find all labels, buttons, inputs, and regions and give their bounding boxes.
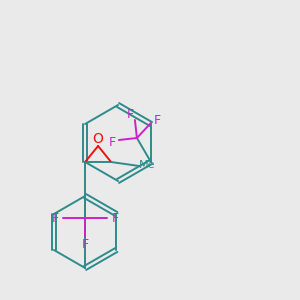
Text: F: F [108, 136, 116, 148]
Text: F: F [153, 115, 161, 128]
Text: F: F [112, 212, 119, 224]
Text: F: F [82, 238, 89, 250]
Text: Me: Me [139, 160, 155, 170]
Text: O: O [93, 132, 104, 146]
Text: F: F [52, 212, 59, 224]
Text: F: F [126, 109, 134, 122]
